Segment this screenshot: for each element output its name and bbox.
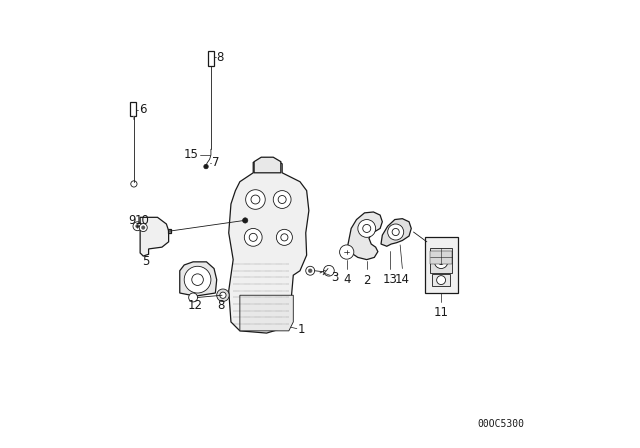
Bar	[424, 237, 458, 293]
Polygon shape	[348, 212, 382, 260]
Polygon shape	[381, 219, 412, 246]
Polygon shape	[240, 295, 293, 331]
Text: 8: 8	[217, 51, 224, 64]
Text: 13: 13	[383, 273, 398, 286]
Polygon shape	[180, 262, 217, 296]
Text: 3: 3	[331, 271, 339, 284]
Bar	[168, 229, 172, 233]
Circle shape	[220, 292, 226, 298]
Circle shape	[308, 269, 312, 272]
Text: 9: 9	[129, 214, 136, 227]
Circle shape	[244, 228, 262, 246]
Circle shape	[392, 228, 399, 236]
Polygon shape	[254, 157, 281, 173]
Circle shape	[217, 289, 229, 302]
Text: 15: 15	[184, 148, 199, 161]
Text: 2: 2	[363, 274, 371, 287]
Circle shape	[141, 226, 145, 229]
Bar	[132, 116, 134, 119]
Circle shape	[136, 224, 140, 228]
Text: 4: 4	[343, 273, 351, 286]
Text: 12: 12	[188, 298, 203, 311]
Circle shape	[246, 190, 265, 209]
Circle shape	[358, 220, 376, 237]
Text: 5: 5	[142, 255, 149, 268]
Text: 10: 10	[134, 214, 149, 227]
Circle shape	[363, 224, 371, 233]
Circle shape	[438, 259, 444, 264]
Circle shape	[342, 248, 351, 256]
Circle shape	[243, 218, 248, 223]
Bar	[130, 102, 136, 116]
Circle shape	[131, 181, 137, 187]
Text: 14: 14	[395, 273, 410, 286]
Circle shape	[184, 266, 211, 293]
Circle shape	[189, 293, 198, 302]
Circle shape	[278, 195, 286, 203]
Circle shape	[281, 234, 288, 241]
Text: 00OC5300: 00OC5300	[478, 419, 525, 429]
Circle shape	[324, 265, 334, 276]
Circle shape	[251, 195, 260, 204]
Bar	[431, 251, 452, 264]
Circle shape	[340, 245, 354, 259]
Bar	[208, 51, 214, 66]
Text: 1: 1	[298, 323, 305, 336]
Circle shape	[388, 224, 404, 240]
Bar	[432, 274, 450, 286]
Text: 6: 6	[139, 103, 147, 116]
Circle shape	[140, 224, 147, 232]
Circle shape	[306, 266, 315, 275]
Circle shape	[436, 276, 445, 284]
Text: 11: 11	[434, 306, 449, 319]
Circle shape	[192, 274, 204, 285]
Text: 7: 7	[212, 156, 220, 169]
Polygon shape	[140, 217, 168, 256]
Circle shape	[204, 164, 208, 169]
Circle shape	[435, 255, 448, 268]
Text: 8: 8	[218, 298, 225, 311]
Circle shape	[276, 229, 292, 246]
Circle shape	[249, 233, 257, 241]
Polygon shape	[228, 158, 309, 333]
Circle shape	[273, 190, 291, 208]
Bar	[431, 249, 452, 273]
Circle shape	[133, 222, 142, 231]
